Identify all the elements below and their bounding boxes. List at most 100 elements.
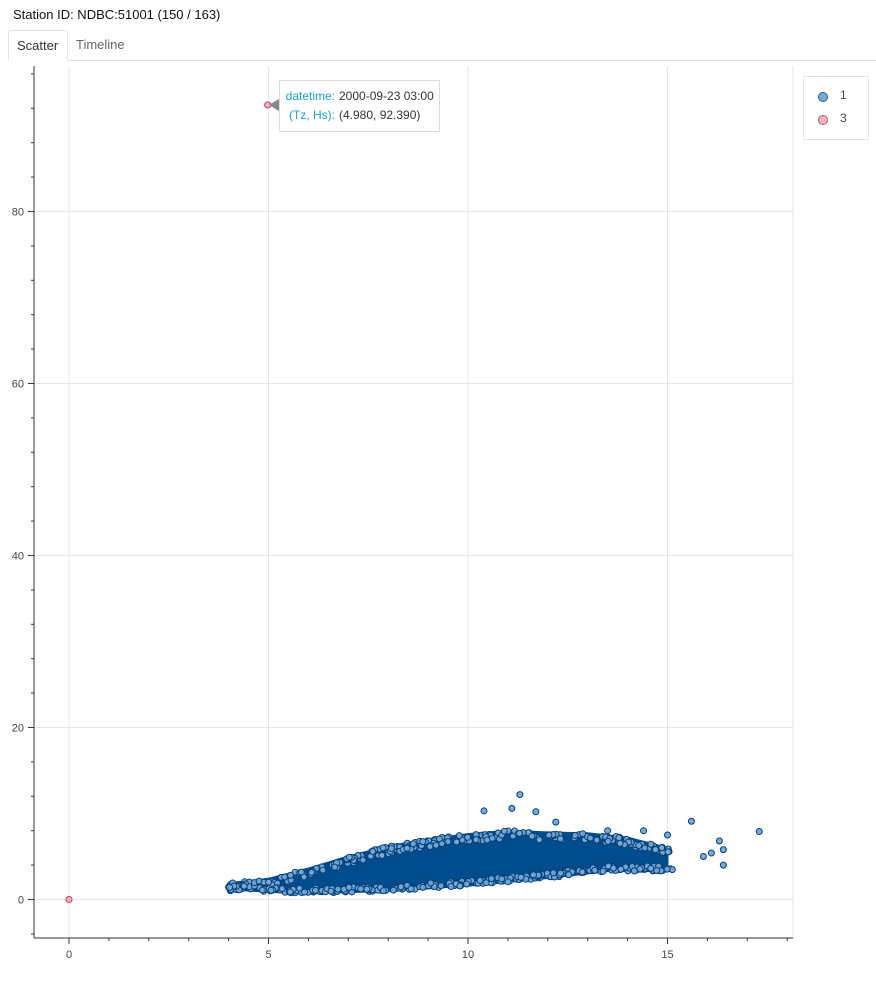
series-1-point (267, 886, 275, 894)
series-1-point (653, 867, 661, 874)
series-1-point (345, 883, 353, 891)
tooltip-row-coords: (Tz, Hs): (4.980, 92.390) (280, 108, 439, 126)
series-1-outlier (707, 849, 715, 857)
tooltip-key-coords: (Tz, Hs): (289, 108, 335, 122)
x-tick-label: 5 (265, 949, 271, 961)
series-1-point (387, 845, 395, 852)
series-1-point (604, 862, 612, 870)
series-1-outlier (508, 804, 516, 812)
series-1-point (456, 882, 464, 890)
series-1-point (517, 873, 525, 881)
series-1-point (379, 844, 387, 852)
series-1-point (586, 834, 594, 842)
series-1-point (278, 885, 286, 893)
series-1-point (476, 877, 484, 884)
series-1-point (556, 835, 564, 843)
series-1-point (432, 841, 440, 849)
series-1-point (593, 836, 601, 844)
series-1-point (571, 831, 579, 839)
tooltip-key-datetime: datetime: (285, 89, 335, 103)
series-1-point (664, 848, 672, 856)
series-1-point (647, 840, 655, 848)
series-3-point (65, 895, 73, 904)
tooltip-row-datetime: datetime: 2000-09-23 03:00 (280, 89, 439, 107)
series-1-point (327, 887, 335, 895)
series-1-point (535, 836, 543, 844)
series-1-point (630, 867, 638, 875)
series-1-point (403, 844, 411, 852)
series-1-point (286, 888, 294, 896)
series-1-point (447, 883, 455, 890)
y-tick-label: 40 (12, 551, 24, 563)
series-1-point (658, 844, 666, 852)
series-1-point (301, 888, 309, 896)
series-1-point (265, 878, 273, 886)
series-1-outlier (664, 831, 671, 839)
x-tick-label: 15 (661, 949, 673, 961)
tooltip-value-coords: (4.980, 92.390) (339, 108, 421, 122)
series-1-point (528, 832, 536, 840)
series-1-point (419, 838, 427, 846)
series-1-point (635, 842, 643, 849)
series-1-outlier (715, 837, 723, 845)
series-1-point (281, 873, 289, 881)
series-1-point (557, 869, 564, 877)
series-1-point (389, 886, 397, 894)
series-1-point (565, 871, 573, 879)
series-1-point (549, 869, 557, 877)
data-points (65, 101, 763, 904)
x-tick-label: 10 (462, 949, 474, 961)
series-1-point (426, 843, 434, 851)
y-tick-label: 80 (12, 207, 24, 219)
legend-swatch-3 (818, 115, 828, 125)
series-1-outlier (699, 853, 707, 860)
series-1-point (345, 853, 353, 861)
legend-swatch-1 (818, 92, 828, 102)
series-1-outlier (652, 846, 660, 854)
series-1-point (319, 866, 327, 874)
series-1-point (599, 867, 607, 875)
hover-tooltip: datetime: 2000-09-23 03:00 (Tz, Hs): (4.… (269, 80, 440, 132)
series-1-point (516, 829, 523, 837)
series-1-point (397, 883, 405, 891)
series-1-point (453, 838, 460, 846)
series-1-point (437, 882, 445, 890)
series-1-point (636, 865, 644, 873)
series-1-point (419, 883, 427, 891)
series-1-outlier (480, 807, 488, 815)
x-tick-label: 0 (66, 949, 72, 961)
series-1-point (226, 883, 234, 891)
series-1-point (578, 868, 586, 876)
series-1-outlier (687, 817, 695, 825)
tooltip-value-datetime: 2000-09-23 03:00 (339, 89, 434, 103)
series-1-point (647, 864, 655, 872)
series-1-outlier (719, 861, 727, 869)
tab-scatter[interactable]: Scatter (8, 30, 68, 61)
series-1-point (604, 837, 612, 845)
series-1-point (359, 856, 367, 864)
series-1-point (463, 880, 471, 888)
series-1-point (617, 865, 625, 873)
series-1-point (379, 887, 387, 895)
series-1-point (258, 886, 266, 894)
grid-lines (34, 66, 794, 938)
series-1-point (369, 848, 377, 855)
series-1-point (312, 886, 319, 894)
series-1-point (498, 875, 506, 883)
series-1-outlier (640, 827, 648, 835)
series-1-point (287, 871, 294, 879)
tab-timeline[interactable]: Timeline (76, 37, 125, 52)
series-1-point (591, 866, 599, 874)
series-1-point (357, 885, 365, 893)
series-1-point (545, 831, 553, 839)
series-1-outlier (755, 828, 763, 836)
tooltip-arrow (269, 99, 279, 111)
series-1-point (444, 838, 452, 846)
series-1-point (504, 878, 512, 886)
legend: 1 3 (803, 76, 869, 140)
series-1-point (472, 836, 480, 844)
series-1-point (464, 833, 472, 841)
series-1-point (455, 832, 463, 840)
series-1-point (331, 863, 339, 871)
